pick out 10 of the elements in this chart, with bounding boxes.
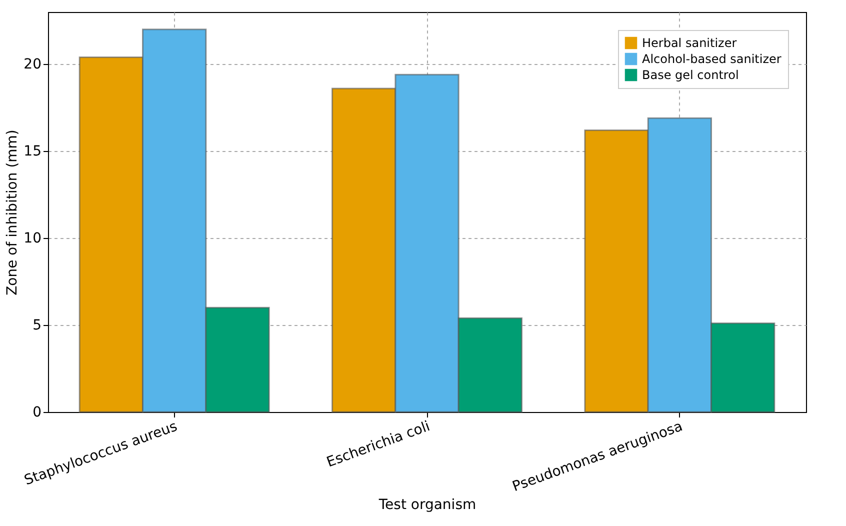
legend-label: Alcohol-based sanitizer	[642, 52, 782, 66]
legend-label: Base gel control	[642, 68, 739, 82]
y-tick-label: 20	[24, 56, 42, 73]
x-axis-title: Test organism	[378, 497, 476, 514]
y-tick-label: 5	[32, 318, 42, 334]
y-tick-label: 10	[24, 230, 42, 247]
y-tick-label: 0	[32, 404, 42, 420]
legend-label: Herbal sanitizer	[642, 36, 737, 50]
y-axis-title: Zone of inhibition (mm)	[4, 130, 21, 296]
y-tick-label: 15	[24, 144, 42, 160]
